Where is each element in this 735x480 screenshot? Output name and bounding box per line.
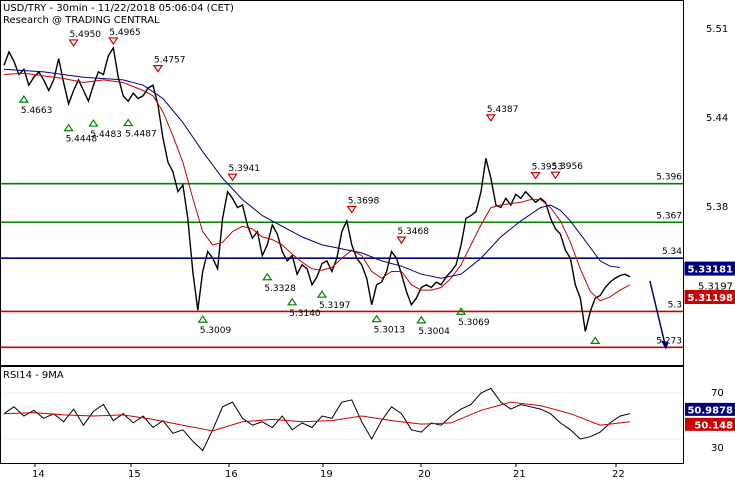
forecast-arrow-head — [660, 340, 669, 350]
low-label: 5.4663 — [21, 106, 53, 116]
low-marker — [197, 315, 208, 323]
low-marker — [88, 118, 99, 127]
level-label: 5.3 — [668, 300, 682, 310]
rsi-title: RSI14 - 9MA — [3, 370, 64, 381]
rsi-badge — [685, 417, 735, 431]
high-marker — [68, 39, 79, 48]
low-marker — [416, 315, 427, 324]
level-label: 5.34 — [662, 247, 682, 257]
rsi-tick-label: 70 — [711, 388, 724, 399]
forecast-arrow-line — [649, 280, 666, 344]
price-badge-label: 5.3197 — [698, 282, 733, 293]
low-marker — [316, 290, 328, 298]
low-label: 5.3004 — [418, 327, 450, 337]
ma-slow-series — [3, 68, 621, 279]
high-label: 5.3941 — [229, 164, 260, 174]
rsi-badge-label: 50.148 — [694, 420, 733, 431]
rsi-badge-label: 50.9878 — [687, 405, 733, 416]
low-label: 5.4487 — [125, 130, 157, 140]
low-marker — [371, 314, 382, 323]
high-label: 5.3468 — [397, 227, 429, 237]
y-tick-label: 5.38 — [706, 202, 728, 213]
level-label: 5.367 — [656, 211, 682, 221]
level-label: 5.396 — [656, 173, 682, 183]
price-badge — [684, 261, 735, 276]
low-marker — [590, 336, 601, 344]
high-marker — [227, 173, 238, 182]
low-marker — [63, 123, 74, 132]
x-tick-label: 21 — [513, 469, 526, 480]
x-tick-label: 19 — [320, 469, 333, 480]
price-badge-label: 5.33181 — [687, 265, 733, 276]
y-tick-label: 5.44 — [706, 113, 728, 124]
x-tick-label: 14 — [32, 469, 45, 480]
low-marker — [262, 272, 273, 281]
high-label: 5.3953 — [532, 163, 564, 173]
high-label: 5.4965 — [109, 28, 141, 38]
chart-marks: 5.396 5.367 5.34 5.3 5.273 5.4950 5.4965 5.4757… — [1, 28, 735, 467]
price-badge — [684, 289, 735, 304]
ma-fast-series — [3, 72, 631, 302]
rsi-panel-frame — [0, 366, 684, 464]
chart-title: USD/TRY - 30min - 11/22/2018 05:06:04 (C… — [3, 3, 234, 14]
low-label: 5.3328 — [264, 284, 296, 294]
low-label: 5.3140 — [289, 309, 321, 319]
high-marker — [550, 171, 561, 180]
rsi-ma-series — [3, 401, 631, 432]
x-tick-label: 16 — [225, 469, 238, 480]
high-marker — [396, 236, 407, 245]
high-marker — [485, 114, 497, 122]
low-marker — [123, 118, 134, 127]
high-label: 5.4757 — [154, 56, 186, 66]
price-series — [3, 45, 631, 332]
high-marker — [346, 205, 357, 214]
y-tick-label: 5.51 — [706, 24, 728, 35]
high-marker — [530, 172, 541, 180]
low-label: 5.4448 — [66, 135, 98, 145]
x-tick-label: 20 — [418, 469, 431, 480]
low-marker — [455, 307, 467, 315]
price-panel-frame — [0, 0, 684, 366]
low-label: 5.4483 — [90, 130, 122, 140]
high-marker — [152, 65, 164, 73]
chart-source: Research @ TRADING CENTRAL — [3, 15, 160, 26]
low-label: 5.3013 — [374, 326, 406, 336]
level-label: 5.273 — [656, 336, 682, 346]
high-label: 5.4950 — [70, 30, 102, 40]
high-label: 5.3956 — [551, 162, 583, 172]
low-marker — [287, 297, 298, 306]
low-label: 5.3009 — [200, 326, 232, 336]
high-label: 5.3698 — [348, 197, 380, 207]
x-tick-label: 22 — [612, 469, 625, 480]
high-marker — [108, 37, 119, 46]
low-label: 5.3197 — [319, 301, 351, 311]
low-label: 5.3069 — [458, 318, 490, 328]
rsi-series — [3, 387, 631, 452]
price-badge-label: 5.31198 — [687, 293, 733, 304]
x-tick-label: 15 — [128, 469, 141, 480]
low-marker — [18, 95, 29, 103]
rsi-tick-label: 30 — [711, 443, 724, 454]
rsi-badge — [685, 402, 735, 416]
high-label: 5.4387 — [487, 105, 519, 115]
